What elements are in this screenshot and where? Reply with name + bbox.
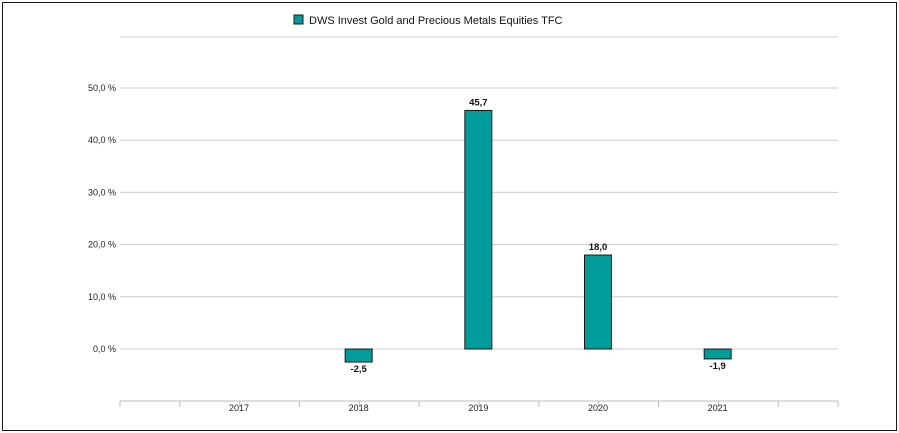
y-tick-label: 20,0 % xyxy=(88,240,116,250)
legend-label: DWS Invest Gold and Precious Metals Equi… xyxy=(309,15,563,27)
data-label: 45,7 xyxy=(469,97,488,108)
x-axis: 2017 2018 2019 2020 2021 xyxy=(119,400,839,413)
legend-swatch xyxy=(293,14,304,25)
y-tick-label: 0,0 % xyxy=(93,344,116,354)
x-tick-label: 2020 xyxy=(588,403,608,413)
y-tick-label: 30,0 % xyxy=(88,187,116,197)
x-tick-label: 2019 xyxy=(468,403,488,413)
bar xyxy=(584,254,612,350)
y-tick-label: 10,0 % xyxy=(88,292,116,302)
data-label: -1,9 xyxy=(709,361,725,372)
y-tick-label: 50,0 % xyxy=(88,83,116,93)
x-tick-label: 2021 xyxy=(708,403,728,413)
y-tick-label: 40,0 % xyxy=(88,135,116,145)
data-label: -2,5 xyxy=(350,364,367,375)
bar xyxy=(464,109,493,350)
bars xyxy=(344,109,732,363)
data-labels: -2,5 45,7 18,0 -1,9 xyxy=(350,97,725,375)
y-axis-ticks: 0,0 % 10,0 % 20,0 % 30,0 % 40,0 % 50,0 % xyxy=(88,83,116,354)
bar xyxy=(344,348,373,363)
x-tick-label: 2018 xyxy=(349,403,369,413)
bar xyxy=(703,348,732,360)
data-label: 18,0 xyxy=(589,242,608,253)
x-tick-label: 2017 xyxy=(229,403,249,413)
legend: DWS Invest Gold and Precious Metals Equi… xyxy=(293,14,563,27)
